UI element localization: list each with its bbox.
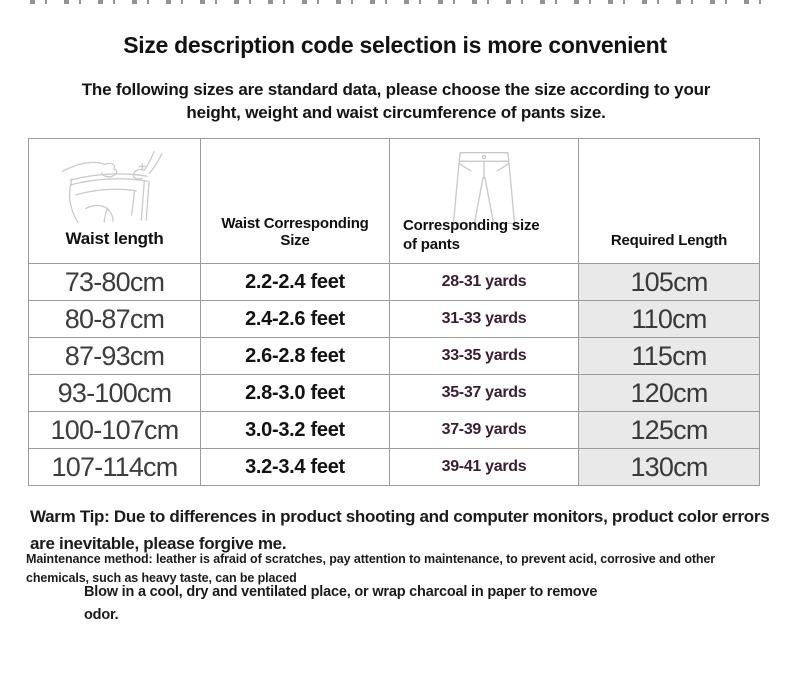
waist-measure-icon (30, 144, 200, 224)
page-title: Size description code selection is more … (123, 32, 667, 58)
table-row: 100-107cm 3.0-3.2 feet 37-39 yards 125cm (28, 411, 760, 449)
waist-size-cell: 2.8-3.0 feet (200, 374, 390, 412)
required-length-cell: 110cm (578, 300, 760, 338)
column-header-label: Waist length (65, 229, 164, 248)
column-header-pants-size: Corresponding size of pants (389, 138, 579, 264)
table-row: 80-87cm 2.4-2.6 feet 31-33 yards 110cm (28, 300, 760, 338)
waist-size-cell: 3.2-3.4 feet (200, 448, 390, 486)
pants-size-cell: 33-35 yards (389, 337, 579, 375)
required-length-cell: 105cm (578, 263, 760, 301)
pants-icon (391, 147, 578, 231)
waist-length-cell: 73-80cm (28, 263, 201, 301)
column-header-label: Required Length (610, 232, 728, 249)
column-header-label: Corresponding size of pants (403, 217, 540, 253)
table-row: 93-100cm 2.8-3.0 feet 35-37 yards 120cm (28, 374, 760, 412)
pants-size-cell: 35-37 yards (389, 374, 579, 412)
table-row: 73-80cm 2.2-2.4 feet 28-31 yards 105cm (28, 263, 760, 301)
required-length-cell: 130cm (578, 448, 760, 486)
size-table: Waist length Waist Corresponding Size (28, 138, 760, 486)
page-subtitle: The following sizes are standard data, p… (81, 80, 711, 122)
waist-size-cell: 2.4-2.6 feet (200, 300, 390, 338)
maintenance-note: Maintenance method: leather is afraid of… (26, 552, 716, 585)
cropped-text-remnant (30, 0, 765, 4)
required-length-cell: 125cm (578, 411, 760, 449)
column-header-waist-size: Waist Corresponding Size (200, 138, 390, 264)
pants-size-cell: 37-39 yards (389, 411, 579, 449)
care-note: Blow in a cool, dry and ventilated place… (84, 584, 598, 623)
column-header-label: Waist Corresponding Size (221, 215, 369, 249)
pants-size-cell: 31-33 yards (389, 300, 579, 338)
waist-size-cell: 3.0-3.2 feet (200, 411, 390, 449)
waist-length-cell: 93-100cm (28, 374, 201, 412)
waist-length-cell: 80-87cm (28, 300, 201, 338)
pants-size-cell: 28-31 yards (389, 263, 579, 301)
table-row: 107-114cm 3.2-3.4 feet 39-41 yards 130cm (28, 448, 760, 486)
waist-size-cell: 2.2-2.4 feet (200, 263, 390, 301)
column-header-required-length: Required Length (578, 138, 760, 264)
required-length-cell: 120cm (578, 374, 760, 412)
table-row: 87-93cm 2.6-2.8 feet 33-35 yards 115cm (28, 337, 760, 375)
waist-length-cell: 87-93cm (28, 337, 201, 375)
required-length-cell: 115cm (578, 337, 760, 375)
waist-size-cell: 2.6-2.8 feet (200, 337, 390, 375)
table-header-row: Waist length Waist Corresponding Size (28, 138, 760, 264)
warm-tip-note: Warm Tip: Due to differences in product … (30, 507, 770, 553)
waist-length-cell: 100-107cm (28, 411, 201, 449)
waist-length-cell: 107-114cm (28, 448, 201, 486)
pants-size-cell: 39-41 yards (389, 448, 579, 486)
column-header-waist-length: Waist length (28, 138, 201, 264)
